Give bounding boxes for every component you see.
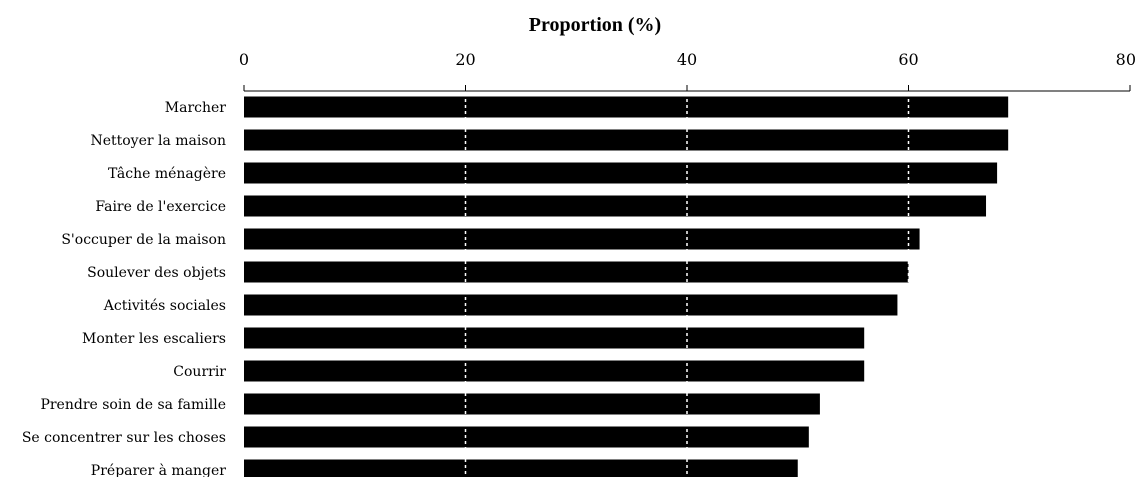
- category-label: Monter les escaliers: [82, 331, 226, 347]
- category-labels: Marcher Nettoyer la maison Tâche ménagère F…: [22, 100, 226, 477]
- category-label: Courrir: [173, 364, 226, 380]
- category-label: Faire de l'exercice: [95, 199, 226, 215]
- bar: [244, 459, 798, 477]
- category-label: Marcher: [165, 100, 227, 116]
- x-tick-label: 40: [677, 50, 697, 69]
- x-tick-label: 20: [455, 50, 475, 69]
- category-label: S'occuper de la maison: [61, 232, 226, 248]
- chart-title: Proportion (%): [528, 14, 662, 36]
- bar: [244, 129, 1009, 151]
- category-label: Se concentrer sur les choses: [22, 430, 226, 446]
- bar: [244, 393, 820, 415]
- x-axis: 0 20 40 60 80: [239, 50, 1136, 92]
- bar: [244, 360, 865, 382]
- category-label: Tâche ménagère: [108, 166, 226, 182]
- bar: [244, 327, 865, 349]
- bar: [244, 195, 987, 217]
- category-label: Nettoyer la maison: [90, 133, 226, 149]
- bars-layer: [244, 96, 1009, 477]
- category-label: Prendre soin de sa famille: [40, 397, 226, 413]
- x-tick-label: 0: [239, 50, 249, 69]
- x-tick-label: 60: [898, 50, 918, 69]
- category-label: Soulever des objets: [87, 265, 226, 281]
- bar: [244, 96, 1009, 118]
- bar: [244, 294, 898, 316]
- grid-layer: [464, 93, 910, 477]
- x-tick-label: 80: [1116, 50, 1136, 69]
- bar: [244, 426, 809, 448]
- bar: [244, 162, 998, 184]
- bar: [244, 261, 909, 283]
- category-label: Préparer à manger: [91, 462, 227, 477]
- bar: [244, 228, 920, 250]
- category-label: Activités sociales: [103, 298, 226, 314]
